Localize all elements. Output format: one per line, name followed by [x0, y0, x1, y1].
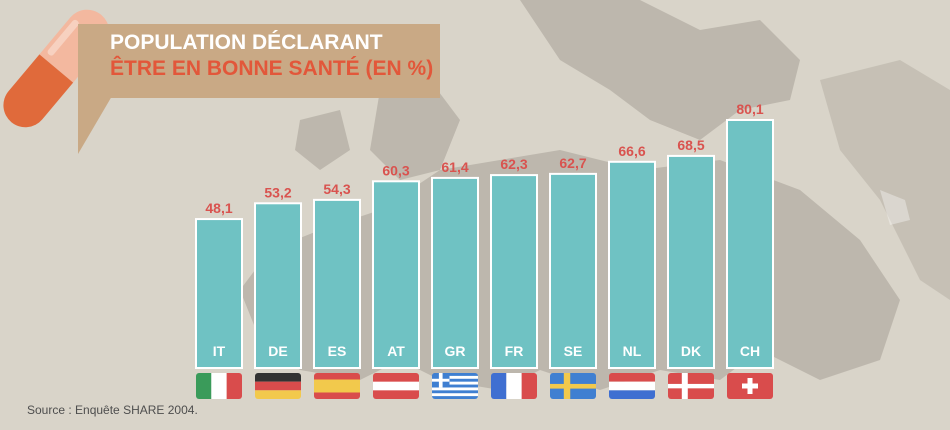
netherlands-flag-icon: [609, 373, 655, 399]
chart-title-line1: POPULATION DÉCLARANT: [110, 31, 383, 54]
spain-flag-icon: [314, 373, 360, 399]
denmark-flag-icon: [668, 373, 714, 399]
bar-se: [549, 172, 597, 369]
chart-title-line2: ÊTRE EN BONNE SANTÉ (EN %): [110, 57, 434, 80]
value-label-es: 54,3: [323, 181, 350, 197]
value-label-se: 62,7: [559, 155, 586, 171]
bar-ch: [726, 119, 774, 369]
value-label-gr: 61,4: [441, 159, 468, 175]
sweden-flag-icon: [550, 373, 596, 399]
bar-gr: [431, 176, 479, 369]
bar-nl: [608, 160, 656, 369]
category-label-ch: CH: [740, 343, 760, 359]
category-label-de: DE: [268, 343, 287, 359]
austria-flag-icon: [373, 373, 419, 399]
bar-fr: [490, 174, 538, 369]
bar-dk: [667, 154, 715, 369]
title-box: [78, 24, 440, 98]
france-flag-icon: [491, 373, 537, 399]
category-label-at: AT: [387, 343, 405, 359]
title-box-tail: [78, 96, 112, 154]
germany-flag-icon: [255, 373, 301, 399]
category-label-gr: GR: [445, 343, 466, 359]
category-label-se: SE: [564, 343, 583, 359]
value-label-fr: 62,3: [500, 156, 527, 172]
source-note: Source : Enquête SHARE 2004.: [27, 403, 198, 417]
value-label-at: 60,3: [382, 162, 409, 178]
value-label-ch: 80,1: [736, 101, 763, 117]
value-label-de: 53,2: [264, 184, 291, 200]
category-label-es: ES: [328, 343, 347, 359]
switzerland-flag-icon: [727, 373, 773, 399]
bar-de: [254, 202, 302, 369]
greece-flag-icon: [432, 373, 478, 399]
category-label-fr: FR: [505, 343, 524, 359]
category-label-nl: NL: [623, 343, 642, 359]
value-label-nl: 66,6: [618, 143, 645, 159]
value-label-it: 48,1: [205, 200, 232, 216]
italy-flag-icon: [196, 373, 242, 399]
bar-it: [195, 218, 243, 369]
bar-es: [313, 198, 361, 369]
value-label-dk: 68,5: [677, 137, 704, 153]
category-label-dk: DK: [681, 343, 701, 359]
bar-at: [372, 180, 420, 369]
category-label-it: IT: [213, 343, 226, 359]
